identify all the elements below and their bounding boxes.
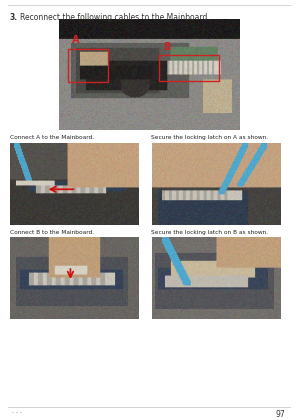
- Text: Secure the locking latch on B as shown.: Secure the locking latch on B as shown.: [151, 230, 268, 235]
- Text: Connect A to the Mainboard.: Connect A to the Mainboard.: [10, 135, 94, 140]
- Text: Connect B to the Mainboard.: Connect B to the Mainboard.: [10, 230, 94, 235]
- Text: 3.: 3.: [10, 13, 18, 22]
- Text: A: A: [72, 35, 80, 45]
- Text: 97: 97: [276, 410, 286, 419]
- Bar: [159, 55, 219, 81]
- Text: Reconnect the following cables to the Mainboard.: Reconnect the following cables to the Ma…: [20, 13, 210, 22]
- Bar: [68, 49, 108, 82]
- Text: B: B: [163, 42, 170, 52]
- Text: · · ·: · · ·: [12, 410, 22, 415]
- Text: Secure the locking latch on A as shown.: Secure the locking latch on A as shown.: [151, 135, 268, 140]
